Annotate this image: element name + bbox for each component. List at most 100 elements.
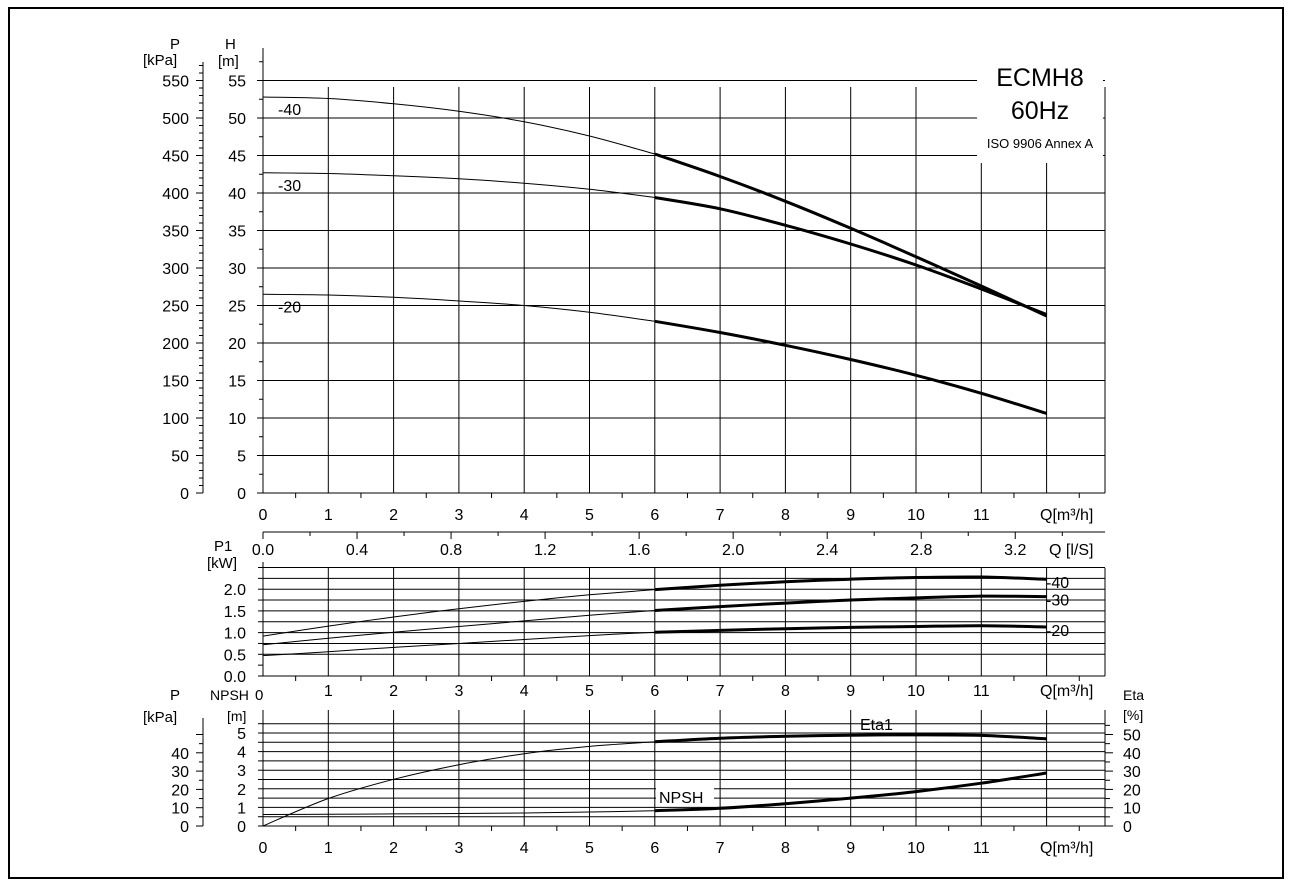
p1-axis-title: P1 <box>214 538 232 555</box>
head-kpa-tick-label: 300 <box>162 261 189 278</box>
npsh-q-axis-label: Q[m³/h] <box>1040 840 1093 857</box>
power-x-tick-label: 1 <box>324 683 333 700</box>
ls-tick-label: 2.8 <box>910 542 932 559</box>
npsh-y-tick-label: 0 <box>237 819 246 836</box>
head-x-tick-label: 7 <box>716 507 725 524</box>
power-x-tick-label: 3 <box>454 683 463 700</box>
head-kpa-tick-label: 550 <box>162 74 189 91</box>
ls-tick-label: 0.4 <box>346 542 368 559</box>
head-h-tick-label: 25 <box>228 299 246 316</box>
eta-axis-title: Eta <box>1123 687 1144 703</box>
npsh-curve-Eta1-thick <box>654 733 1047 744</box>
head-h-tick-label: 55 <box>228 74 246 91</box>
power-curve-40-thick <box>654 575 1047 592</box>
head-h-tick-label: 30 <box>228 261 246 278</box>
npsh-kpa-tick-label: 40 <box>171 746 189 763</box>
head-ticks: 0510152025303540455055050100150200250300… <box>162 61 1080 559</box>
outer-frame <box>8 7 1284 879</box>
head-kpa-tick-label: 450 <box>162 149 189 166</box>
eta-tick-label: 30 <box>1123 764 1141 781</box>
ls-tick-label: 3.2 <box>1004 542 1026 559</box>
head-curve-30-thick <box>654 196 1048 316</box>
npsh-x-tick-label: 9 <box>846 840 855 857</box>
npsh-axis-title: NPSH <box>210 687 249 703</box>
head-curve-label-40: -40 <box>278 102 301 119</box>
head-h-tick-label: 0 <box>237 486 246 503</box>
lower-x0-label: 0 <box>255 687 263 704</box>
npsh-kpa-tick-label: 20 <box>171 782 189 799</box>
eta-tick-label: 0 <box>1123 819 1132 836</box>
head-kpa-tick-label: 200 <box>162 336 189 353</box>
power-curve-40-thin <box>262 589 655 637</box>
npsh-kpa-tick-label: 10 <box>171 801 189 818</box>
npsh-kpa-tick-label: 30 <box>171 764 189 781</box>
npsh-y-tick-label: 4 <box>237 745 246 762</box>
head-curve-30-thin <box>262 172 655 198</box>
head-x-tick-label: 5 <box>585 507 594 524</box>
npsh-y-tick-label: 5 <box>237 726 246 743</box>
ls-tick-label: 1.6 <box>628 542 650 559</box>
head-h-tick-label: 45 <box>228 149 246 166</box>
power-x-tick-label: 10 <box>907 683 925 700</box>
power-x-tick-label: 9 <box>846 683 855 700</box>
npsh-y-tick-label: 1 <box>237 800 246 817</box>
power-y-tick-label: 1.0 <box>224 626 246 643</box>
m-unit: [m] <box>218 53 239 70</box>
ls-axis-label: Q [l/S] <box>1049 542 1093 559</box>
head-curve-40-thick <box>654 152 1048 318</box>
power-curve-30-thin <box>262 610 655 646</box>
head-x-tick-label: 0 <box>259 507 268 524</box>
frequency-label: 60Hz <box>1011 97 1069 125</box>
npsh-x-tick-label: 6 <box>650 840 659 857</box>
head-x-tick-label: 9 <box>846 507 855 524</box>
h-axis-title: H <box>225 36 236 53</box>
standard-label: ISO 9906 Annex A <box>987 136 1094 151</box>
head-kpa-tick-label: 100 <box>162 411 189 428</box>
power-x-tick-label: 2 <box>389 683 398 700</box>
power-series: -40-30 -20 <box>262 575 1069 657</box>
npsh-m-unit: [m] <box>227 708 246 724</box>
head-curve-label-30: -30 <box>278 178 301 195</box>
npsh-x-tick-label: 11 <box>973 840 990 857</box>
head-h-tick-label: 15 <box>228 374 246 391</box>
head-kpa-tick-label: 50 <box>171 449 189 466</box>
eta-tick-label: 20 <box>1123 782 1141 799</box>
head-kpa-tick-label: 150 <box>162 374 189 391</box>
power-curve-label-40: -40 <box>1046 575 1069 592</box>
head-kpa-tick-label: 400 <box>162 186 189 203</box>
head-kpa-tick-label: 500 <box>162 111 189 128</box>
power-x-tick-label: 4 <box>520 683 529 700</box>
head-series: -40 -30 -20 <box>262 96 1048 415</box>
npsh-x-tick-label: 1 <box>324 840 333 857</box>
power-x-tick-label: 6 <box>650 683 659 700</box>
kpa-lower-unit: [kPa] <box>143 709 177 726</box>
head-x-tick-label: 8 <box>781 507 790 524</box>
eta-tick-label: 10 <box>1123 801 1141 818</box>
head-curve-label-20: -20 <box>278 299 301 316</box>
power-curve-label-20: -20 <box>1046 623 1069 640</box>
power-curve-20-thick <box>654 624 1047 634</box>
power-curve-label-30: -30 <box>1046 593 1069 610</box>
head-x-tick-label: 4 <box>520 507 529 524</box>
head-x-tick-label: 2 <box>389 507 398 524</box>
npsh-y-tick-label: 2 <box>237 782 246 799</box>
npsh-x-tick-label: 5 <box>585 840 594 857</box>
npsh-curve-NPSH-thick <box>654 771 1047 813</box>
head-h-tick-label: 10 <box>228 411 246 428</box>
head-h-tick-label: 5 <box>237 449 246 466</box>
power-curve-30-thick <box>654 594 1047 612</box>
power-y-tick-label: 0.5 <box>224 647 246 664</box>
power-ticks: 0.0 0.5 1.0 1.5 2.0 1 2 3 4 5 6 7 8 9 10 11 <box>224 567 1080 700</box>
eta-tick-label: 40 <box>1123 746 1141 763</box>
npsh-x-tick-label: 10 <box>907 840 925 857</box>
head-q-axis-label: Q[m³/h] <box>1040 507 1093 524</box>
head-grid <box>202 48 1106 533</box>
head-h-tick-label: 35 <box>228 224 246 241</box>
power-x-tick-label: 8 <box>781 683 790 700</box>
head-curve-40-thin <box>262 96 655 155</box>
ls-tick-label: 0.0 <box>252 542 274 559</box>
npsh-x-tick-label: 3 <box>454 840 463 857</box>
